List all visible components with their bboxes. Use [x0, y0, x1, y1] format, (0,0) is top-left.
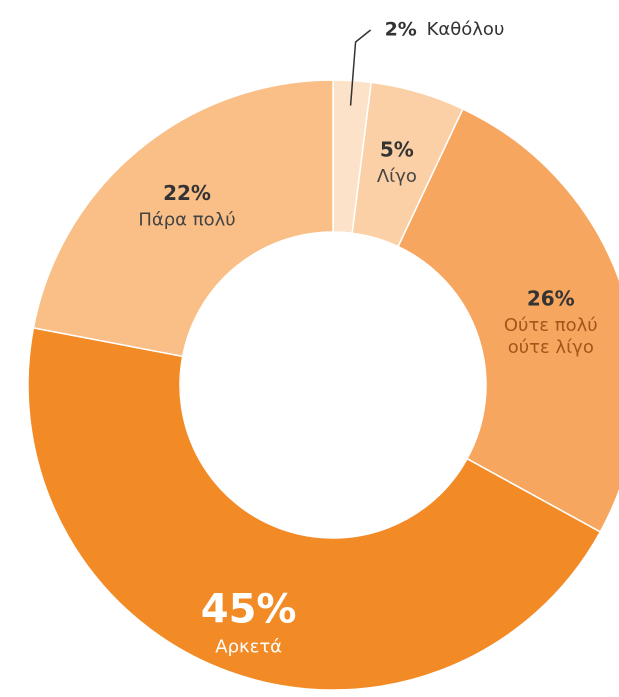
value-label: 22%	[163, 181, 211, 205]
category-label: Αρκετά	[215, 636, 282, 657]
slice	[32, 79, 334, 358]
value-label: 5%	[380, 138, 414, 162]
leader-line	[349, 29, 372, 106]
value-label: 2%	[385, 19, 417, 41]
category-label: Πάρα πολύ	[138, 210, 235, 231]
value-label: 26%	[527, 287, 575, 311]
category-label: Λίγο	[377, 166, 417, 187]
category-label: Καθόλου	[427, 19, 505, 40]
value-label: 45%	[201, 586, 297, 632]
slice	[397, 108, 619, 533]
slice	[27, 326, 602, 691]
category-label: Ούτε πολύ ούτε λίγο	[504, 315, 598, 358]
